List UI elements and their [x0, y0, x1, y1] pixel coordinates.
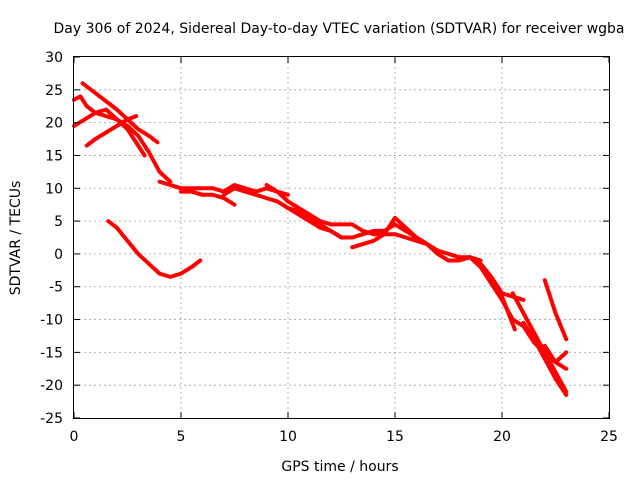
- grid: [74, 57, 609, 418]
- y-tick-label: -25: [40, 411, 63, 427]
- series-line-s15: [521, 320, 569, 397]
- series-line-s7: [179, 189, 237, 207]
- x-tick-label: 5: [177, 429, 186, 445]
- x-tick-label: 15: [386, 429, 404, 445]
- y-tick-label: 25: [45, 83, 63, 99]
- x-tick-label: 25: [600, 429, 618, 445]
- series-line-s17: [532, 337, 547, 358]
- series-line-s14: [510, 291, 569, 394]
- y-axis-title: SDTVAR / TECUs: [8, 181, 24, 296]
- x-tick-labels: 0 5 10 15 20 25: [70, 429, 618, 445]
- x-tick-label: 20: [493, 429, 511, 445]
- series-line-s5: [106, 219, 203, 279]
- y-tick-label: -5: [49, 280, 63, 296]
- series-line-s16: [542, 343, 569, 365]
- series-line-s6: [157, 179, 290, 197]
- y-tick-label: 5: [54, 214, 63, 230]
- series-line-s4: [84, 114, 139, 148]
- series-line-s13: [500, 294, 517, 332]
- series-line-s11: [350, 215, 430, 250]
- series-group: [72, 81, 569, 397]
- y-tick-label: 20: [45, 116, 63, 132]
- y-tick-label: 10: [45, 181, 63, 197]
- series-line-s9: [264, 183, 483, 263]
- x-axis-title: GPS time / hours: [281, 459, 398, 475]
- series-line-s2: [72, 107, 147, 158]
- y-tick-labels: -25 -20 -15 -10 -5 0 5 10 15 20 25 30: [40, 50, 63, 427]
- x-tick-label: 10: [279, 429, 297, 445]
- x-tick-label: 0: [70, 429, 79, 445]
- series-line-s3: [80, 81, 160, 145]
- series-line-s8: [221, 186, 344, 240]
- y-tick-label: 0: [54, 247, 63, 263]
- y-tick-label: 30: [45, 50, 63, 66]
- plot-frame: [73, 56, 610, 419]
- series-line-s18: [542, 278, 569, 342]
- y-tick-label: -20: [40, 378, 63, 394]
- axis-ticks: [73, 56, 610, 419]
- series-line-s10: [286, 206, 526, 302]
- y-tick-label: -15: [40, 345, 63, 361]
- chart-title: Day 306 of 2024, Sidereal Day-to-day VTE…: [53, 21, 624, 37]
- y-tick-label: -10: [40, 313, 63, 329]
- y-tick-label: 15: [45, 148, 63, 164]
